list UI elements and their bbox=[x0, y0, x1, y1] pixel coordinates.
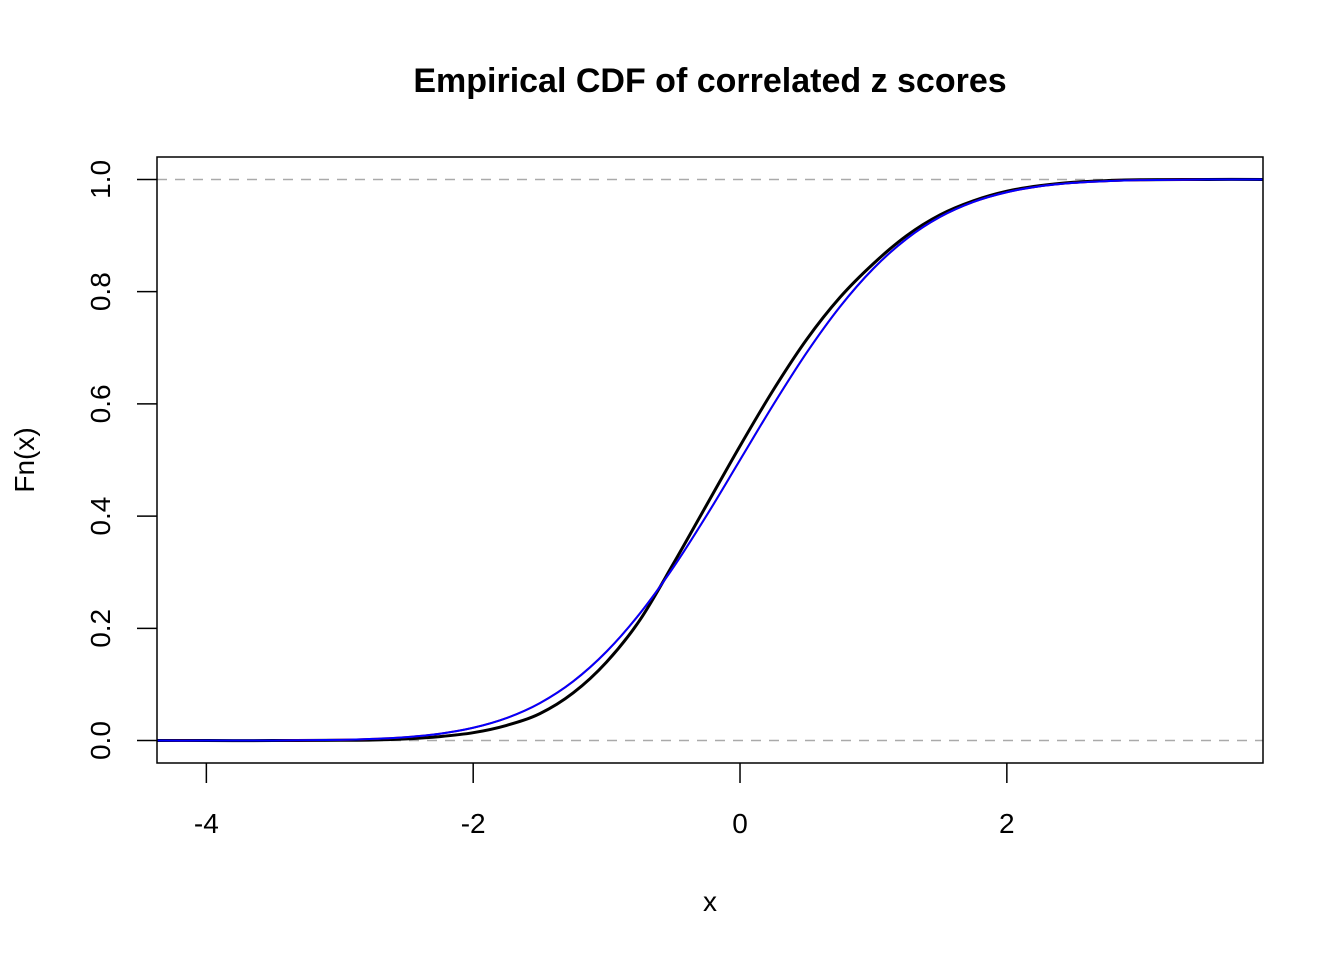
y-axis-label: Fn(x) bbox=[9, 427, 40, 492]
series-line-2 bbox=[157, 178, 1263, 742]
series-line-1 bbox=[157, 178, 1263, 742]
y-tick-label: 0.0 bbox=[85, 721, 116, 760]
x-tick-label: 0 bbox=[732, 808, 748, 839]
plot-frame bbox=[156, 156, 1264, 764]
x-axis-label: x bbox=[703, 886, 717, 917]
x-tick-label: 2 bbox=[999, 808, 1015, 839]
series-line-0 bbox=[157, 177, 1263, 743]
x-tick-label: -2 bbox=[461, 808, 486, 839]
y-tick-label: 0.2 bbox=[85, 609, 116, 648]
y-tick-label: 0.6 bbox=[85, 384, 116, 423]
chart-title: Empirical CDF of correlated z scores bbox=[413, 62, 1006, 100]
y-tick-label: 1.0 bbox=[85, 160, 116, 199]
x-tick-label: -4 bbox=[194, 808, 219, 839]
y-tick-label: 0.8 bbox=[85, 272, 116, 311]
y-tick-label: 0.4 bbox=[85, 497, 116, 536]
